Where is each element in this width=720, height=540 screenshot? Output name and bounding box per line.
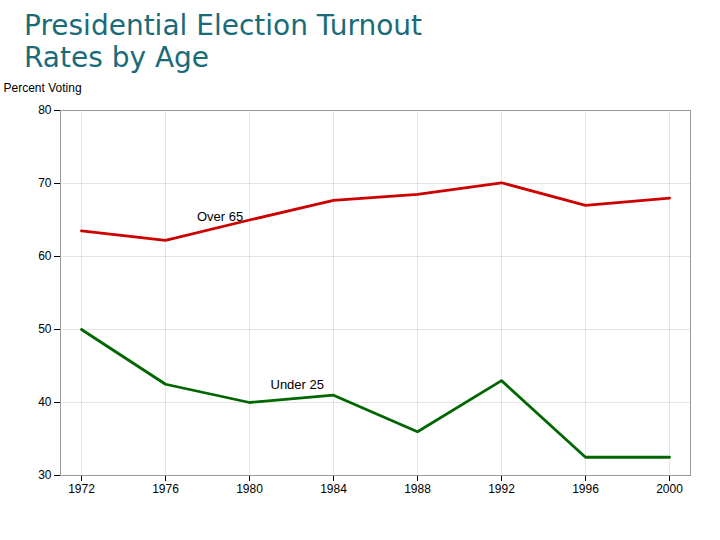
svg-text:1976: 1976 <box>152 482 179 496</box>
svg-text:1980: 1980 <box>236 482 263 496</box>
svg-text:Percent Voting: Percent Voting <box>4 81 82 95</box>
html-text:Rates by Age: Rates by Age <box>24 41 210 75</box>
svg-text:60: 60 <box>38 250 52 264</box>
svg-text:1972: 1972 <box>68 482 95 496</box>
html-text:Presidential Election Turnout: Presidential Election Turnout <box>24 9 423 42</box>
svg-text:30: 30 <box>38 469 52 483</box>
svg-text:1984: 1984 <box>320 482 347 496</box>
svg-text:1988: 1988 <box>404 482 431 496</box>
svg-text:70: 70 <box>38 177 52 191</box>
svg-text:50: 50 <box>38 323 52 337</box>
svg-text:1992: 1992 <box>488 482 515 496</box>
svg-text:80: 80 <box>38 104 52 118</box>
svg-text:40: 40 <box>38 396 52 410</box>
svg-text:1996: 1996 <box>572 482 599 496</box>
svg-text:Under 25: Under 25 <box>271 378 324 393</box>
svg-text:Over 65: Over 65 <box>197 210 243 225</box>
svg-text:2000: 2000 <box>656 482 683 496</box>
